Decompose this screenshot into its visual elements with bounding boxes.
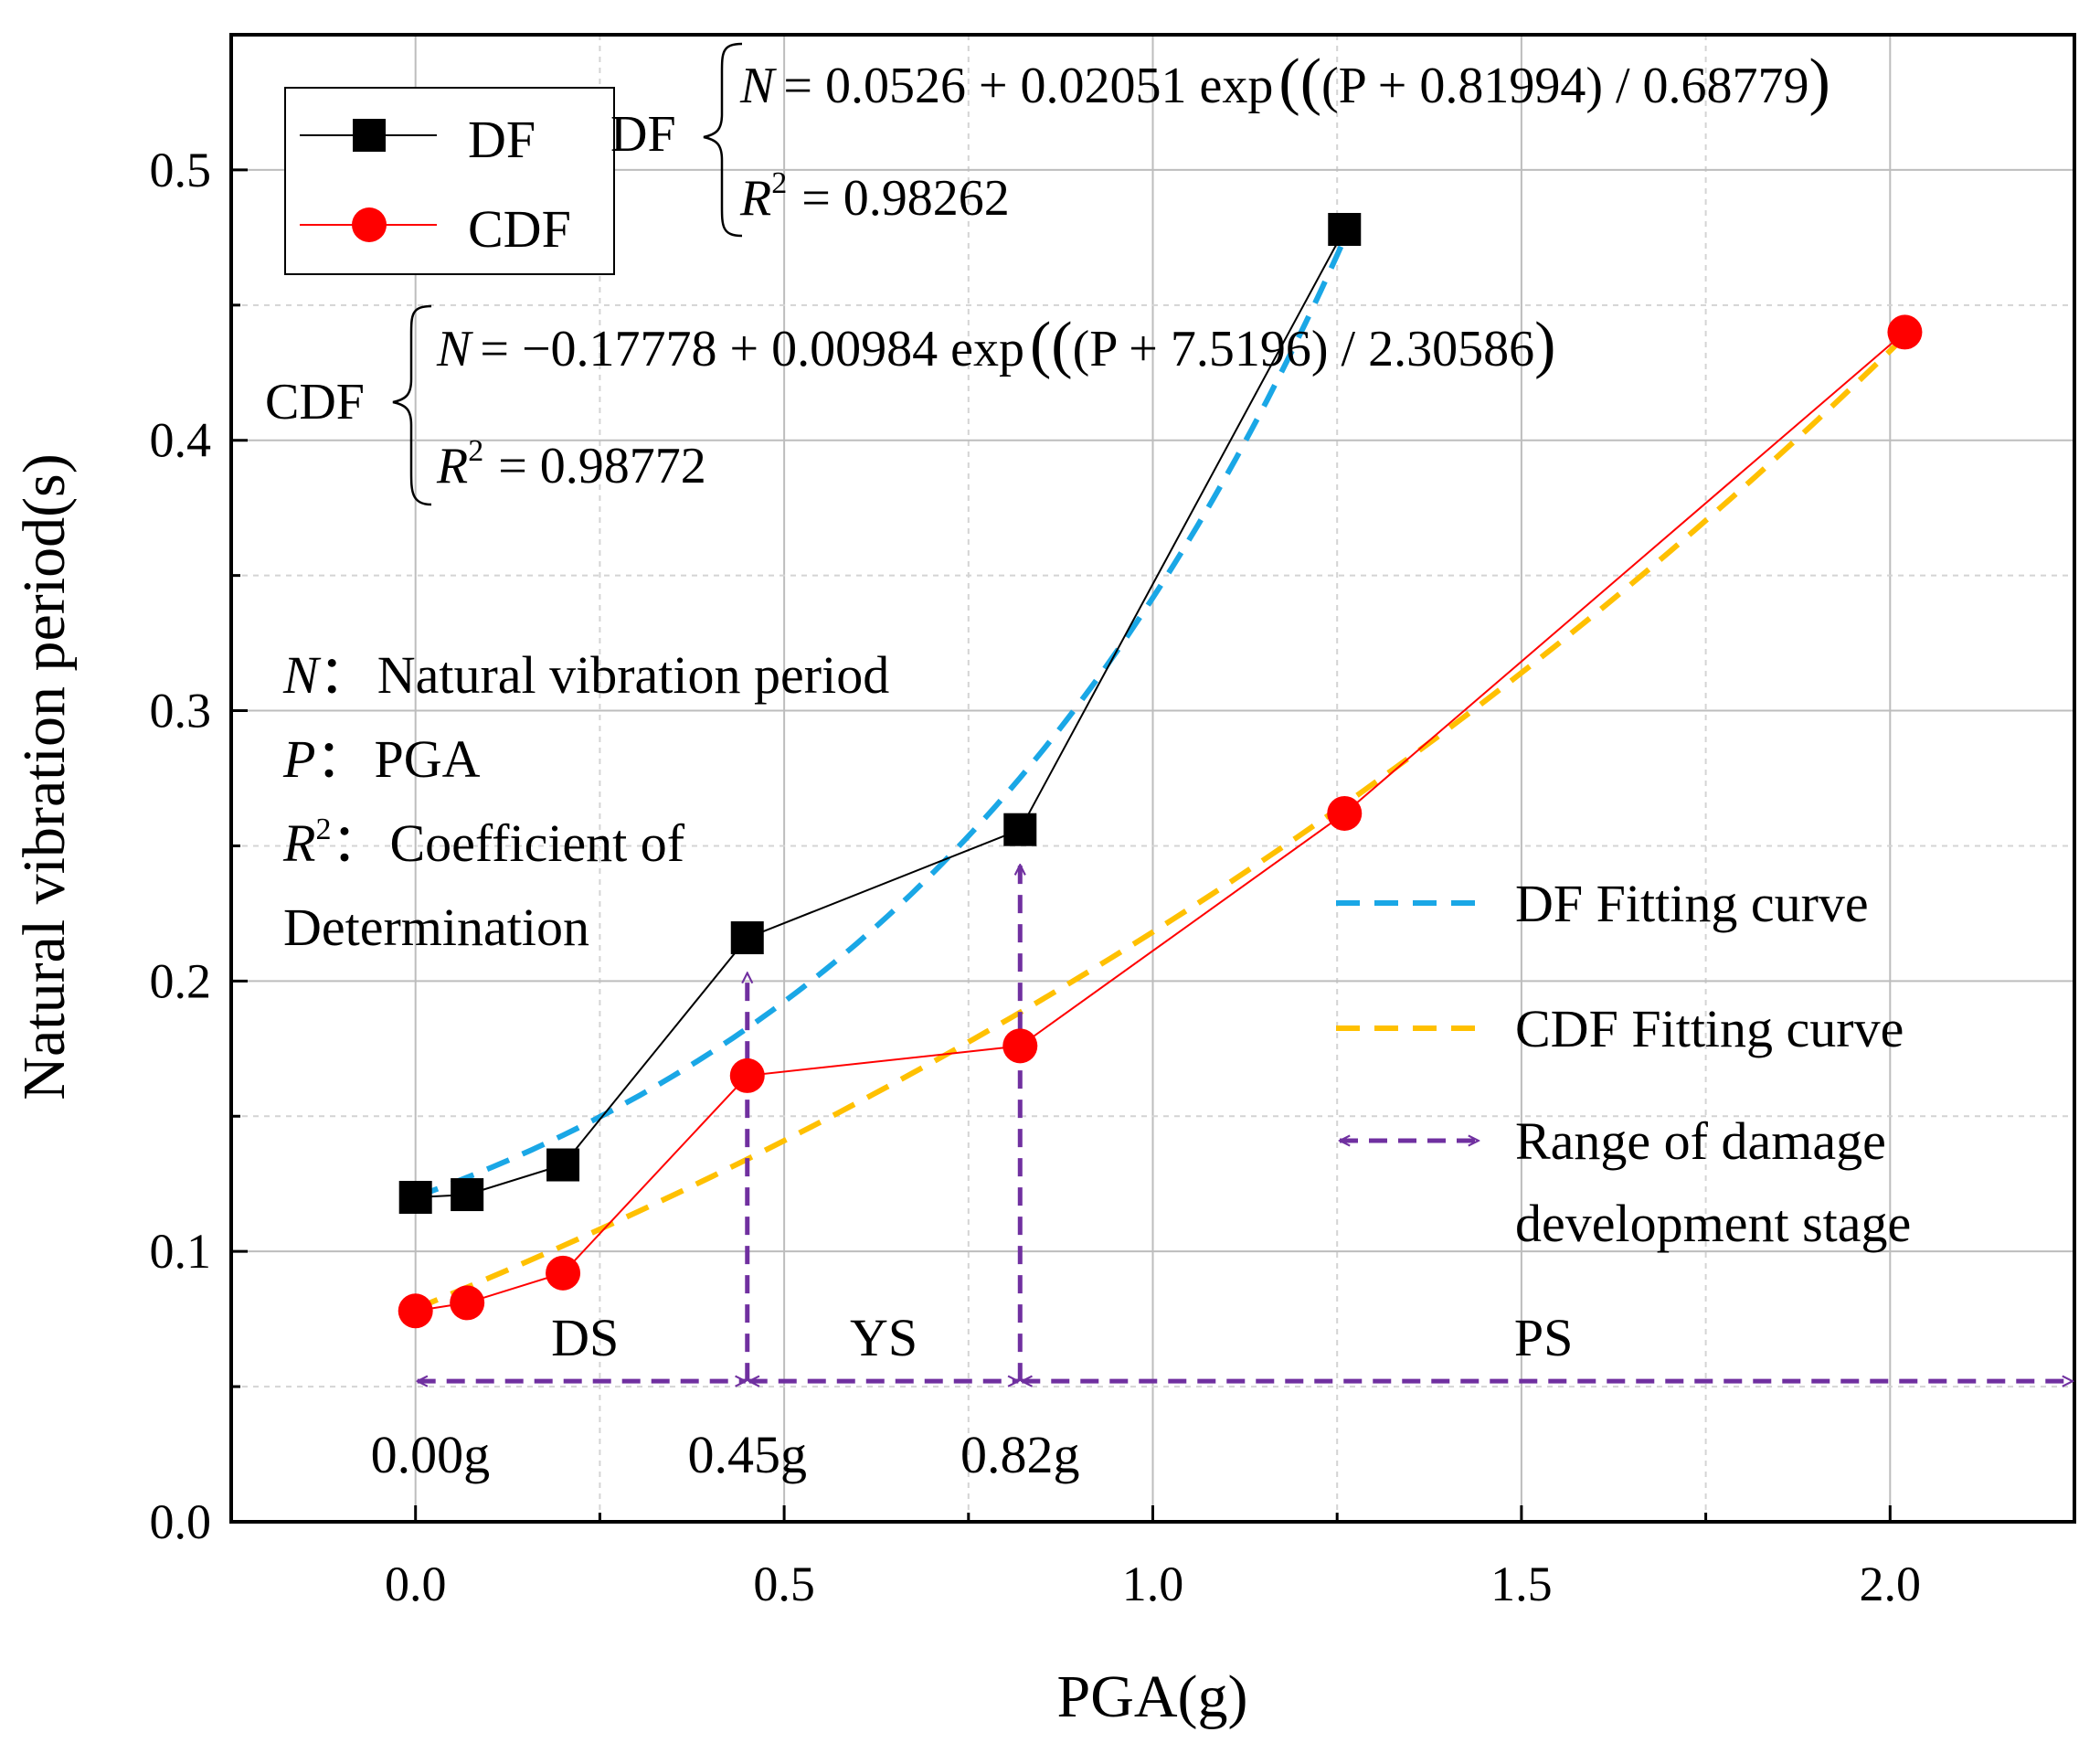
note-n: N： Natural vibration period xyxy=(282,645,889,705)
x-tick-label: 2.0 xyxy=(1860,1557,1922,1611)
y-tick-label: 0.2 xyxy=(150,953,212,1008)
note-p: P： PGA xyxy=(282,729,481,789)
data-point xyxy=(1328,212,1362,246)
legend-fits: DF Fitting curve CDF Fitting curve Range… xyxy=(1336,874,1911,1253)
data-point xyxy=(398,1293,433,1329)
x-axis-label: PGA(g) xyxy=(1057,1663,1248,1730)
fit-curve xyxy=(414,237,1348,1200)
data-point xyxy=(1003,813,1037,846)
y-axis: 0.0 0.1 0.2 0.3 0.4 0.5 xyxy=(150,33,248,1549)
legend-range-label-2: development stage xyxy=(1515,1194,1911,1253)
legend-df-marker xyxy=(353,119,386,152)
data-point xyxy=(729,1057,765,1093)
legend-series: DF CDF xyxy=(284,87,615,275)
x-axis: 0.0 0.5 1.0 1.5 2.0 xyxy=(229,1505,2076,1611)
data-point xyxy=(398,1181,432,1215)
data-point xyxy=(546,1148,580,1182)
stage-label: DS xyxy=(551,1308,619,1367)
data-point xyxy=(1327,795,1363,831)
df-equation-n: N = 0.0526 + 0.02051 exp(((P + 0.81994) /… xyxy=(739,47,1830,117)
note-r2: R2： Coefficient of xyxy=(282,813,685,873)
cdf-equation-r2: R2 = 0.98772 xyxy=(436,434,706,494)
stage-boundary-label: 0.45g xyxy=(688,1425,808,1484)
legend-box xyxy=(284,87,615,275)
data-series xyxy=(398,212,1923,1329)
stage-boundary-label: 0.82g xyxy=(960,1425,1080,1484)
fitting-curves xyxy=(414,237,1907,1312)
df-equation-r2: R2 = 0.98262 xyxy=(739,166,1010,227)
stage-label: PS xyxy=(1514,1308,1574,1367)
data-point xyxy=(451,1178,484,1212)
cdf-equation-brace xyxy=(392,304,432,506)
stage-arrows: DS YS PS 0.00g 0.45g 0.82g xyxy=(371,865,2073,1484)
x-tick-label: 1.5 xyxy=(1490,1557,1553,1611)
x-tick-label: 1.0 xyxy=(1122,1557,1184,1611)
fit-curve xyxy=(414,334,1907,1312)
stage-boundary-label: 0.00g xyxy=(371,1425,491,1484)
df-equation: DF N = 0.0526 + 0.02051 exp(((P + 0.81994… xyxy=(610,42,1830,238)
legend-cdf-label: CDF xyxy=(468,199,571,259)
cdf-equation: CDF N = −0.17778 + 0.00984 exp(((P + 7.51… xyxy=(265,304,1555,506)
cdf-equation-n: N = −0.17778 + 0.00984 exp(((P + 7.5196) … xyxy=(436,310,1555,380)
df-equation-label: DF xyxy=(610,106,676,163)
y-tick-label: 0.4 xyxy=(150,413,212,468)
legend-cdf-marker xyxy=(352,207,387,242)
legend-df-fit-label: DF Fitting curve xyxy=(1515,874,1869,933)
notes: N： Natural vibration period P： PGA R2： Coef… xyxy=(282,645,889,957)
x-tick-label: 0.5 xyxy=(753,1557,815,1611)
cdf-equation-label: CDF xyxy=(265,374,365,430)
stage-label: YS xyxy=(850,1308,917,1367)
data-point xyxy=(1887,314,1923,350)
legend-cdf-fit-label: CDF Fitting curve xyxy=(1515,999,1904,1058)
legend-range-label-1: Range of damage xyxy=(1515,1111,1886,1171)
data-point xyxy=(1002,1028,1038,1064)
data-point xyxy=(730,921,764,955)
df-equation-brace xyxy=(703,42,743,238)
note-r2-cont: Determination xyxy=(283,898,589,957)
y-tick-label: 0.3 xyxy=(150,684,212,739)
y-tick-label: 0.5 xyxy=(150,143,212,197)
data-point xyxy=(450,1285,485,1321)
y-tick-label: 0.1 xyxy=(150,1224,212,1279)
x-tick-label: 0.0 xyxy=(385,1557,447,1611)
legend-df-label: DF xyxy=(468,110,536,169)
y-axis-label: Natural vibration period(s) xyxy=(11,453,78,1100)
y-tick-label: 0.0 xyxy=(150,1494,212,1549)
data-point xyxy=(546,1255,581,1291)
